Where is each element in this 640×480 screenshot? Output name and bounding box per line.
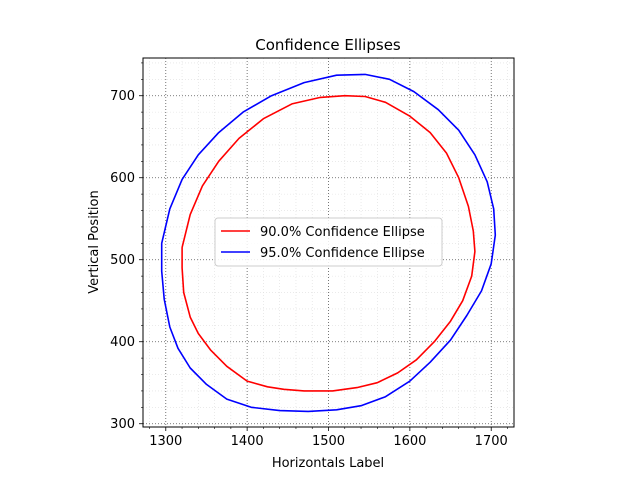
legend-box (214, 217, 443, 267)
x-tick-label: 1300 (149, 434, 182, 449)
x-axis: 1300 1400 1500 1600 1700 (149, 427, 508, 449)
legend-label-90: 90.0% Confidence Ellipse (260, 225, 425, 240)
series-line-1 (160, 73, 497, 413)
minor-grid (143, 58, 514, 427)
legend: 90.0% Confidence Ellipse 95.0% Confidenc… (214, 217, 443, 267)
series-layer (160, 73, 497, 413)
y-tick-label: 600 (110, 171, 135, 186)
y-axis-label: Vertical Position (87, 190, 102, 293)
y-tick-label: 700 (110, 89, 135, 104)
chart-title: Confidence Ellipses (255, 36, 401, 54)
y-tick-label: 400 (110, 335, 135, 350)
legend-label-95: 95.0% Confidence Ellipse (260, 246, 425, 261)
series-line-0 (181, 94, 476, 392)
y-tick-label: 500 (110, 253, 135, 268)
x-axis-label: Horizontals Label (272, 456, 384, 471)
y-tick-label: 300 (110, 417, 135, 432)
y-axis: 300 400 500 600 700 (110, 62, 143, 432)
x-tick-label: 1600 (393, 434, 426, 449)
x-tick-label: 1500 (312, 434, 345, 449)
x-tick-label: 1400 (231, 434, 264, 449)
x-tick-label: 1700 (475, 434, 508, 449)
major-grid (143, 58, 514, 427)
